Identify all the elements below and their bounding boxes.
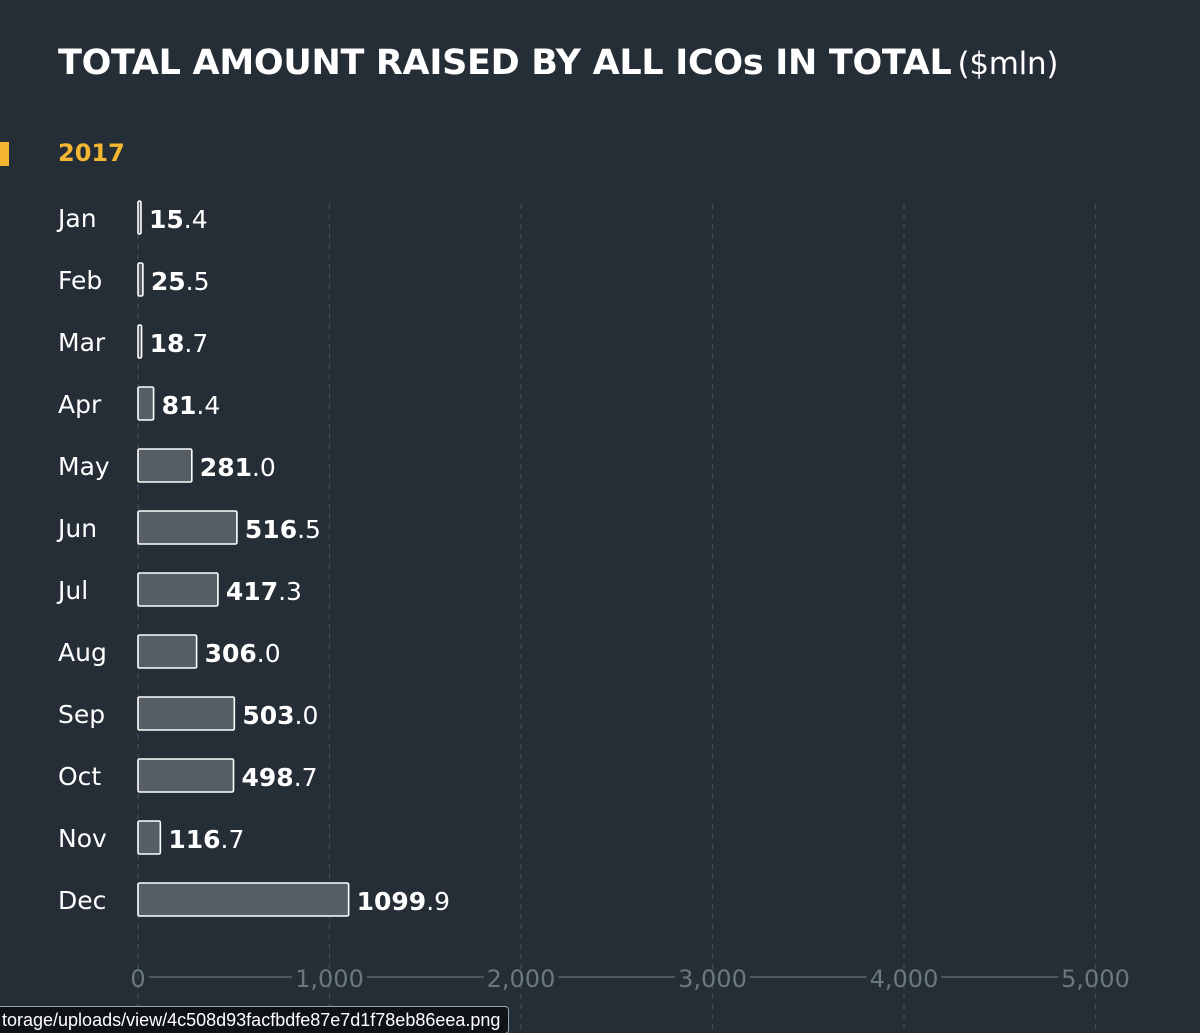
bars (137, 200, 350, 917)
value-label-feb: 25.5 (151, 267, 210, 296)
bar-sep (137, 696, 236, 731)
category-label-oct: Oct (58, 762, 101, 791)
bar-nov (137, 820, 162, 855)
value-labels: 15.4 25.5 18.7 81.4 281.0 516.5 417.3 306.0 503.… (149, 205, 450, 916)
bar-mar (137, 324, 143, 359)
x-tick-label: 3,000 (678, 965, 747, 993)
chart-title-main: TOTAL AMOUNT RAISED BY ALL ICOs IN TOTAL (58, 43, 952, 83)
chart-title-unit: ($mln) (957, 46, 1059, 82)
bar-may (137, 448, 193, 483)
bar-dec (137, 882, 350, 917)
category-label-jul: Jul (56, 576, 88, 605)
value-label-apr: 81.4 (162, 391, 221, 420)
url-status-tooltip: torage/uploads/view/4c508d93facfbdfe87e7… (0, 1006, 510, 1033)
category-label-jun: Jun (56, 514, 97, 543)
category-label-may: May (58, 452, 110, 481)
value-label-sep: 503.0 (242, 701, 318, 730)
year-marker (0, 142, 9, 166)
bar-apr (137, 386, 155, 421)
value-label-may: 281.0 (200, 453, 276, 482)
value-label-aug: 306.0 (205, 639, 281, 668)
value-label-mar: 18.7 (150, 329, 209, 358)
year-label: 2017 (58, 139, 125, 167)
x-tick-label: 1,000 (295, 965, 364, 993)
value-label-nov: 116.7 (168, 825, 244, 854)
bar-jan (137, 200, 142, 235)
category-label-aug: Aug (58, 638, 107, 667)
category-label-mar: Mar (58, 328, 106, 357)
value-label-dec: 1099.9 (357, 887, 450, 916)
category-label-feb: Feb (58, 266, 102, 295)
category-label-jan: Jan (56, 204, 97, 233)
x-tick-label: 0 (130, 965, 145, 993)
value-label-oct: 498.7 (242, 763, 318, 792)
value-label-jul: 417.3 (226, 577, 302, 606)
chart-title: TOTAL AMOUNT RAISED BY ALL ICOs IN TOTAL… (58, 38, 1058, 89)
category-label-nov: Nov (58, 824, 107, 853)
x-axis: 0 1,000 2,000 3,000 4,000 5,000 (130, 965, 1130, 993)
bar-feb (137, 262, 144, 297)
bar-jul (137, 572, 219, 607)
bar-oct (137, 758, 235, 793)
category-label-apr: Apr (58, 390, 102, 419)
category-labels: Jan Feb Mar Apr May Jun Jul Aug Sep Oct Nov Dec (56, 204, 110, 915)
bar-aug (137, 634, 198, 669)
x-tick-label: 5,000 (1061, 965, 1130, 993)
category-label-sep: Sep (58, 700, 105, 729)
value-label-jun: 516.5 (245, 515, 321, 544)
value-label-jan: 15.4 (149, 205, 208, 234)
category-label-dec: Dec (58, 886, 106, 915)
bar-jun (137, 510, 238, 545)
x-tick-label: 4,000 (870, 965, 939, 993)
x-tick-label: 2,000 (487, 965, 556, 993)
